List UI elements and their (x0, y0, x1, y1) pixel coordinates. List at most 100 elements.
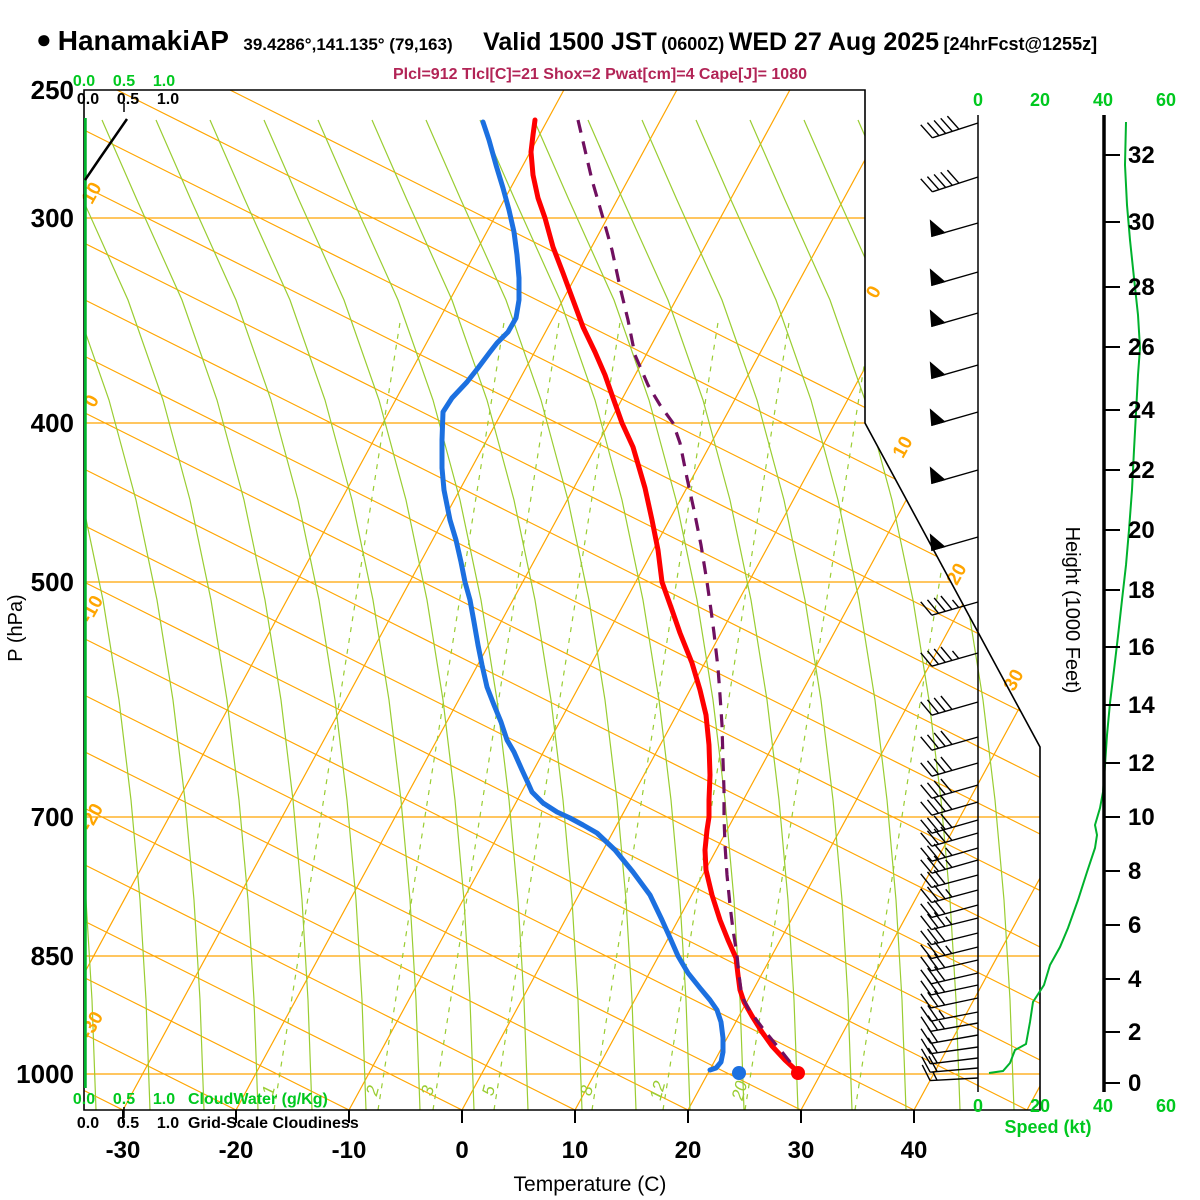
wind-barb (920, 795, 979, 816)
svg-text:20: 20 (675, 1137, 702, 1164)
wind-barb (920, 115, 979, 139)
svg-text:26: 26 (1128, 334, 1155, 361)
wind-barb (929, 361, 979, 380)
valid-date: WED 27 Aug 2025 (728, 28, 939, 56)
svg-text:-10: -10 (332, 1137, 367, 1164)
station-bullet-icon: ● (36, 24, 52, 54)
dewpoint-curve (439, 119, 726, 1073)
svg-text:-30: -30 (106, 1137, 141, 1164)
wind-barb (920, 843, 979, 862)
wind-barb (929, 268, 979, 287)
pressure-axis-label: P (hPa) (5, 594, 27, 661)
svg-text:14: 14 (1128, 692, 1155, 719)
svg-text:-20: -20 (219, 1137, 254, 1164)
station-coordinates: 39.4286°,141.135° (79,163) (243, 35, 453, 54)
svg-text:12: 12 (1128, 750, 1155, 777)
wind-barb (921, 1064, 979, 1082)
svg-text:-20: -20 (76, 800, 108, 834)
svg-text:0: 0 (862, 283, 885, 302)
svg-text:0.5: 0.5 (117, 1115, 139, 1132)
cloudiness-legend: Grid-Scale Cloudiness (188, 1115, 359, 1132)
wind-barb (920, 899, 979, 919)
wind-barb (920, 926, 979, 946)
surface-temperature-dot (791, 1066, 805, 1080)
svg-text:40: 40 (1093, 90, 1113, 110)
svg-text:20: 20 (1030, 90, 1050, 110)
svg-text:300: 300 (31, 203, 74, 233)
svg-text:18: 18 (1128, 577, 1155, 604)
height-axis-label: Height (1000 Feet) (1061, 527, 1083, 694)
svg-text:10: 10 (1128, 804, 1155, 831)
wind-barb (920, 1037, 979, 1055)
svg-text:0: 0 (455, 1137, 468, 1164)
svg-text:8: 8 (1128, 858, 1141, 885)
wind-barb (920, 990, 979, 1009)
svg-text:60: 60 (1156, 1096, 1176, 1116)
svg-text:0.5: 0.5 (113, 73, 135, 90)
wind-barb (920, 953, 979, 972)
svg-text:400: 400 (31, 408, 74, 438)
svg-text:0.0: 0.0 (73, 1091, 95, 1108)
svg-text:1.0: 1.0 (157, 1115, 179, 1132)
wind-barb (920, 756, 979, 777)
wind-barb (920, 813, 979, 834)
svg-text:1.0: 1.0 (157, 91, 179, 108)
svg-text:-10: -10 (76, 592, 108, 626)
wind-barb (920, 1027, 979, 1045)
svg-text:-30: -30 (76, 1008, 108, 1042)
svg-text:0: 0 (1128, 1070, 1141, 1097)
svg-text:6: 6 (1128, 912, 1141, 939)
sounding-indices: Plcl=912 Tlcl[C]=21 Shox=2 Pwat[cm]=4 Ca… (393, 66, 807, 83)
svg-text:0.0: 0.0 (77, 91, 99, 108)
chart-title: ● HanamakiAP 39.4286°,141.135° (79,163) V… (36, 24, 1186, 57)
svg-text:250: 250 (31, 75, 74, 105)
svg-text:2: 2 (1128, 1019, 1141, 1046)
svg-text:22: 22 (1128, 457, 1155, 484)
svg-text:850: 850 (31, 941, 74, 971)
svg-text:0: 0 (973, 90, 983, 110)
svg-text:40: 40 (901, 1137, 928, 1164)
valid-time: Valid 1500 JST (483, 28, 657, 56)
wind-barb (920, 1015, 979, 1033)
wind-barb (920, 1047, 979, 1065)
svg-text:0.5: 0.5 (117, 91, 139, 108)
svg-text:32: 32 (1128, 142, 1155, 169)
svg-text:700: 700 (31, 802, 74, 832)
svg-text:8: 8 (576, 1083, 597, 1098)
svg-text:0.0: 0.0 (77, 1115, 99, 1132)
svg-text:0: 0 (973, 1096, 983, 1116)
forecast-tag: [24hrFcst@1255z] (943, 34, 1098, 54)
wind-barb (920, 869, 979, 889)
wind-barb (920, 695, 979, 716)
svg-text:60: 60 (1156, 90, 1176, 110)
cloudwater-legend: CloudWater (g/Kg) (188, 1091, 328, 1108)
wind-barb (921, 1055, 979, 1073)
orange-grid (84, 90, 1040, 1110)
svg-text:0.5: 0.5 (113, 1091, 135, 1108)
wind-barb (920, 884, 979, 904)
cloudwater-scale-bottom: 0.0 0.0 0.5 0.5 1.0 1.0 CloudWater (g/Kg) Grid-… (73, 1091, 359, 1132)
svg-text:3: 3 (417, 1083, 438, 1098)
wind-barb (920, 911, 979, 931)
wind-barbs (920, 115, 979, 1082)
wind-barb (920, 940, 979, 960)
svg-text:1.0: 1.0 (153, 1091, 175, 1108)
pressure-axis: 250 300 400 500 700 850 1000 (16, 75, 74, 1089)
sounding-curves (84, 117, 801, 1088)
wind-barb (929, 466, 979, 485)
temperature-curve (528, 117, 801, 1075)
svg-text:40: 40 (1093, 1096, 1113, 1116)
svg-text:12: 12 (646, 1078, 669, 1102)
wind-barb (929, 533, 979, 552)
svg-text:20: 20 (728, 1078, 752, 1103)
svg-text:0.0: 0.0 (73, 73, 95, 90)
wind-barb (920, 977, 979, 996)
svg-text:1000: 1000 (16, 1059, 74, 1089)
svg-text:10: 10 (78, 179, 107, 208)
svg-text:20: 20 (1030, 1096, 1050, 1116)
svg-text:1.0: 1.0 (153, 73, 175, 90)
